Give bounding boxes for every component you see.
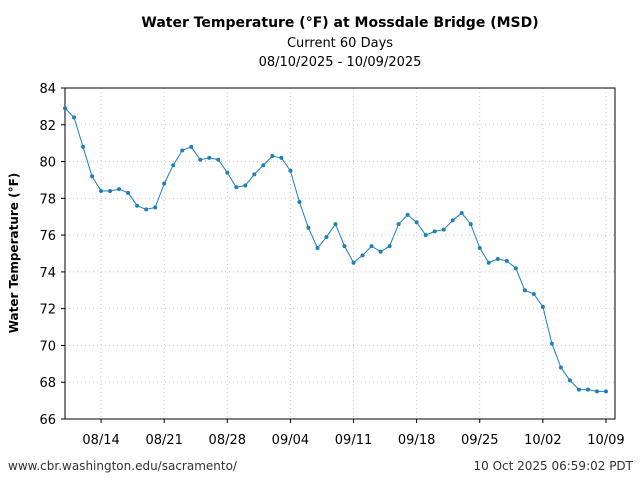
data-point: [270, 154, 275, 159]
data-point: [207, 155, 212, 160]
x-tick-label: 08/28: [209, 433, 246, 448]
data-point: [594, 389, 599, 394]
y-tick-label: 70: [39, 339, 56, 354]
plot-frame: [64, 87, 616, 420]
data-point: [549, 341, 554, 346]
data-point: [360, 253, 365, 258]
data-point: [450, 218, 455, 223]
data-point: [81, 144, 86, 149]
x-tick-label: 08/21: [145, 433, 182, 448]
chart-date-range: 08/10/2025 - 10/09/2025: [259, 55, 422, 70]
x-tick-label: 09/25: [461, 433, 498, 448]
data-point: [261, 163, 266, 168]
data-point: [576, 387, 581, 392]
data-point: [171, 163, 176, 168]
source-url: www.cbr.washington.edu/sacramento/: [8, 459, 238, 473]
data-point: [387, 244, 392, 249]
data-point: [153, 205, 158, 210]
data-point: [315, 245, 320, 250]
data-point: [531, 291, 536, 296]
data-point: [216, 157, 221, 162]
y-tick-label: 80: [39, 156, 56, 171]
data-point: [396, 222, 401, 227]
data-point: [459, 211, 464, 216]
data-point: [234, 185, 239, 190]
data-point: [162, 181, 167, 186]
data-point: [486, 260, 491, 265]
data-point: [585, 387, 590, 392]
data-point: [117, 187, 122, 192]
data-point: [72, 115, 77, 120]
data-point: [189, 144, 194, 149]
y-tick-label: 68: [39, 376, 56, 391]
data-point: [351, 260, 356, 265]
data-point: [477, 245, 482, 250]
data-point: [90, 174, 95, 179]
data-point: [126, 190, 131, 195]
x-tick-label: 08/14: [82, 433, 119, 448]
data-point: [558, 365, 563, 370]
data-point: [513, 266, 518, 271]
data-point: [63, 106, 67, 111]
data-point: [108, 188, 113, 193]
data-point: [252, 172, 257, 177]
data-point: [414, 220, 419, 225]
x-tick-label: 09/04: [272, 433, 309, 448]
y-axis-label: Water Temperature (°F): [7, 173, 21, 334]
data-point: [324, 234, 329, 239]
data-point: [135, 203, 140, 208]
chart-subtitle: Current 60 Days: [287, 36, 393, 51]
y-tick-label: 72: [39, 303, 56, 318]
y-tick-label: 78: [39, 192, 56, 207]
data-point: [288, 168, 293, 173]
series-line: [64, 107, 606, 392]
y-tick-label: 76: [39, 229, 56, 244]
data-point: [567, 378, 572, 383]
data-point: [405, 212, 410, 217]
x-tick-label: 09/18: [398, 433, 435, 448]
data-point: [423, 233, 428, 238]
data-point: [225, 170, 230, 175]
data-point: [369, 244, 374, 249]
chart-title: Water Temperature (°F) at Mossdale Bridg…: [141, 15, 538, 31]
data-point: [297, 200, 302, 205]
data-point: [468, 222, 473, 227]
data-point: [432, 229, 437, 234]
data-point: [99, 188, 104, 193]
data-point: [522, 288, 527, 293]
timestamp: 10 Oct 2025 06:59:02 PDT: [473, 459, 633, 473]
data-point: [342, 244, 347, 249]
x-axis: 08/14 08/21 08/28 09/04 09/11 09/18 09/25 10/02…: [82, 419, 625, 448]
data-point: [180, 148, 185, 153]
y-tick-label: 74: [39, 266, 56, 281]
y-axis: 66 68 70 72 74 76 78 80 82 84: [39, 82, 65, 428]
data-point: [243, 183, 248, 188]
x-tick-label: 09/11: [335, 433, 372, 448]
data-point: [540, 304, 545, 309]
x-tick-label: 10/02: [524, 433, 561, 448]
series-points: [63, 106, 608, 394]
y-tick-label: 66: [39, 413, 56, 428]
data-point: [198, 157, 203, 162]
data-point: [495, 257, 500, 262]
data-point: [279, 155, 284, 160]
data-point: [333, 222, 338, 227]
data-point: [441, 227, 446, 232]
data-point: [144, 207, 149, 212]
data-point: [306, 225, 311, 230]
y-tick-label: 84: [39, 82, 56, 97]
x-tick-label: 10/09: [587, 433, 624, 448]
data-point: [603, 389, 608, 394]
data-point: [378, 249, 383, 254]
grid-lines: [65, 88, 615, 419]
data-point: [504, 258, 509, 263]
y-tick-label: 82: [39, 119, 56, 134]
